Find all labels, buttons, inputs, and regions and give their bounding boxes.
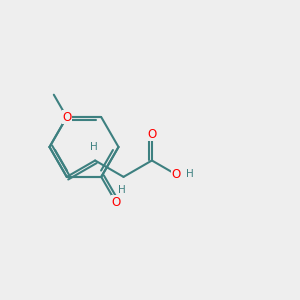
Text: O: O: [171, 168, 181, 181]
Text: H: H: [118, 185, 126, 195]
Text: O: O: [111, 196, 121, 209]
Text: H: H: [186, 169, 194, 179]
Text: O: O: [62, 111, 71, 124]
Text: O: O: [147, 128, 157, 141]
Text: H: H: [90, 142, 98, 152]
